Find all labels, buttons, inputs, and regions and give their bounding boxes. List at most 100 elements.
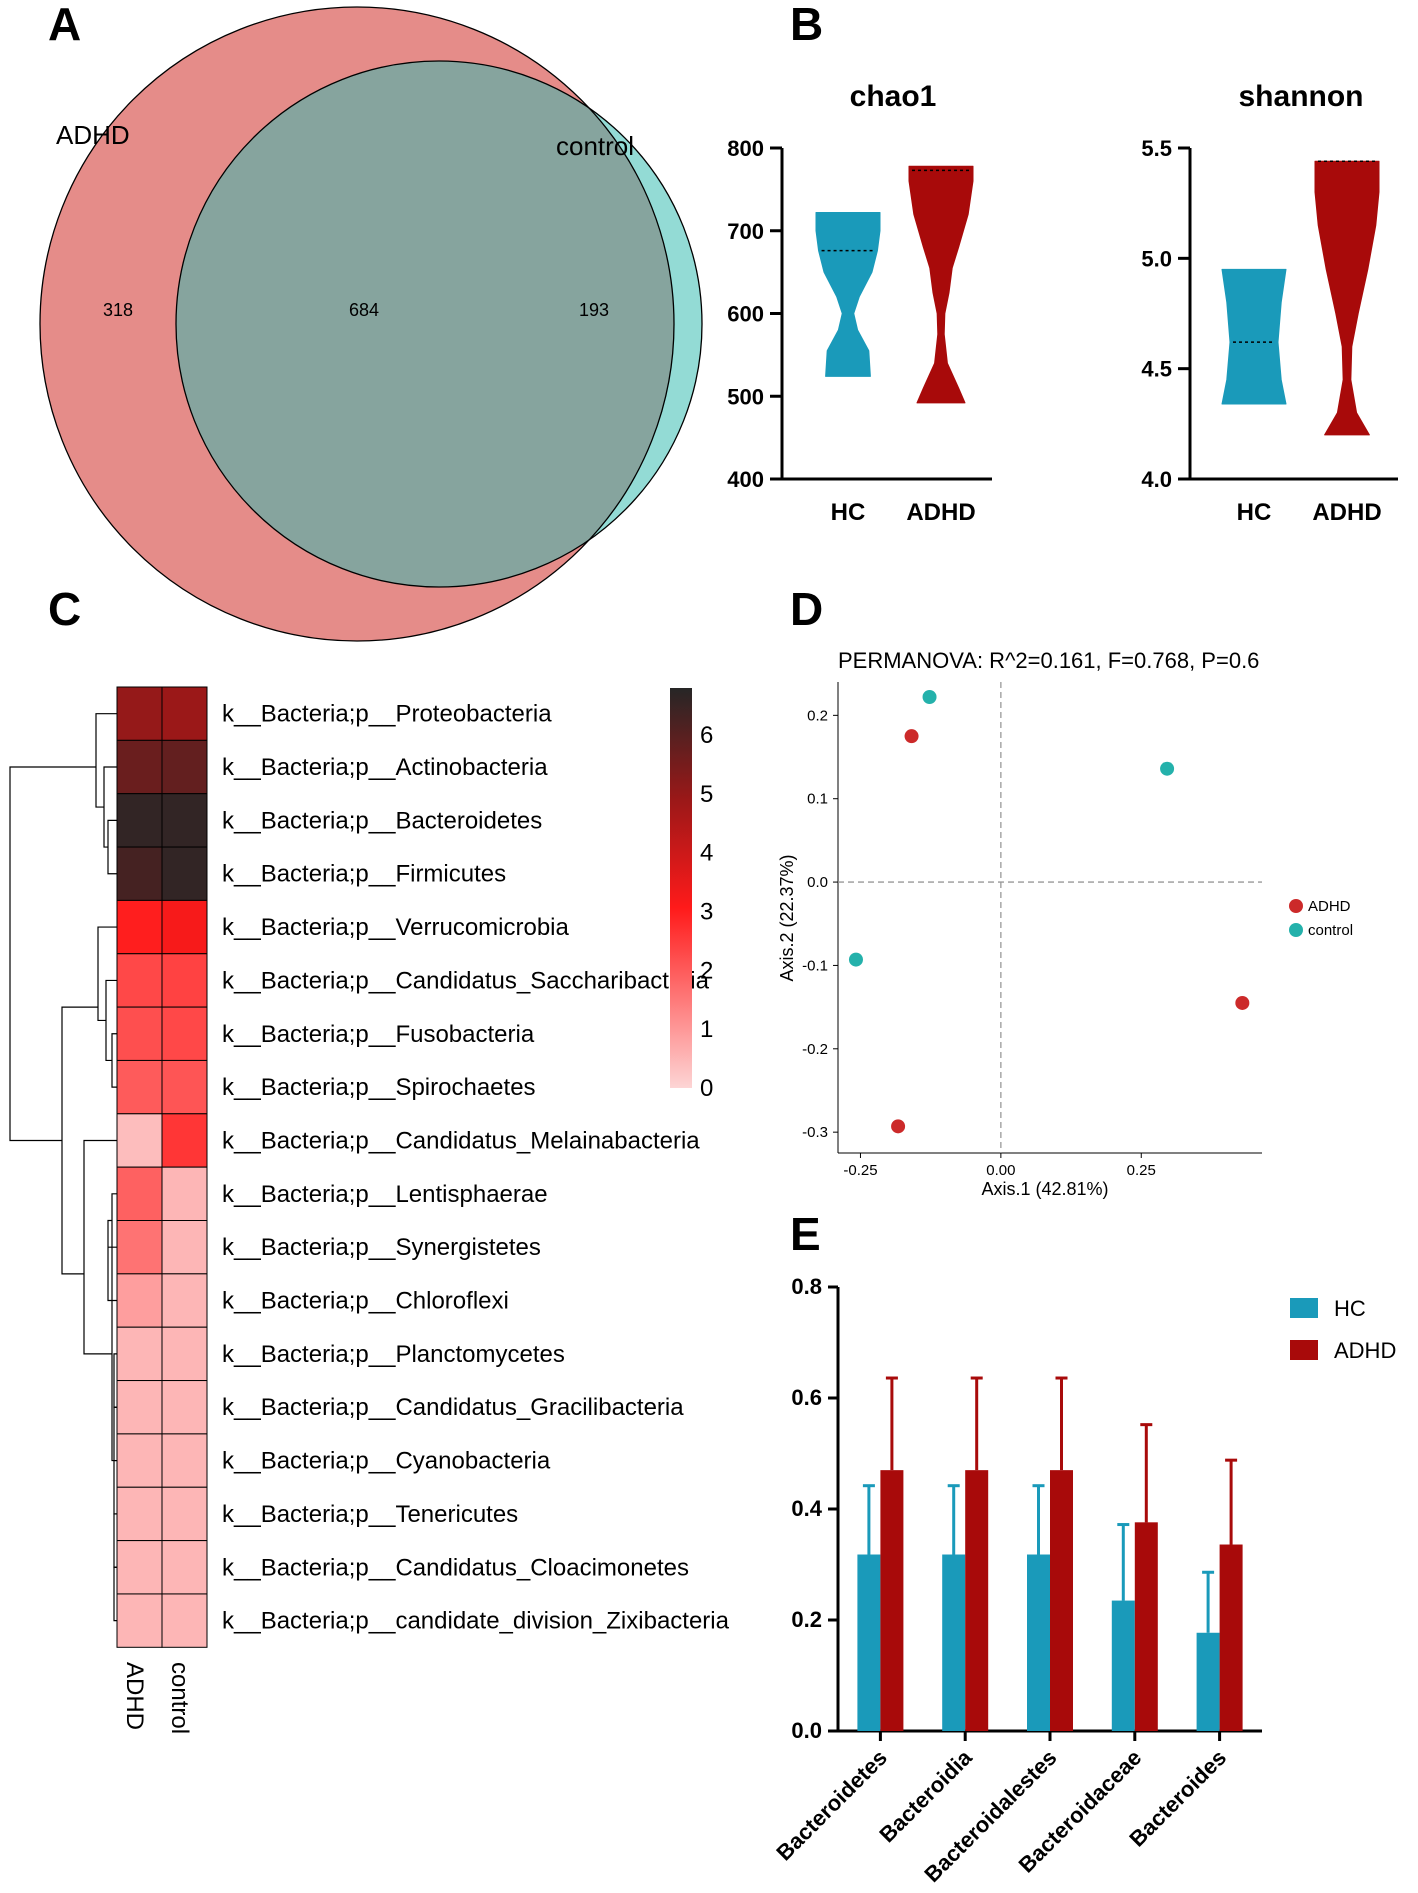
heatmap-row-label: k__Bacteria;p__Proteobacteria bbox=[222, 701, 552, 728]
dendrogram-branch bbox=[107, 819, 117, 875]
heatmap-cell-adhd bbox=[116, 686, 163, 741]
bacteroidetes-bar-chart: 0.00.20.40.60.8 BacteroidetesBacteroidia… bbox=[771, 1274, 1396, 1887]
heatmap-row-label: k__Bacteria;p__candidate_division_Zixiba… bbox=[222, 1608, 730, 1635]
shannon-xtick-adhd: ADHD bbox=[1312, 499, 1381, 526]
chao1-violin-adhd bbox=[908, 165, 974, 404]
bar-adhd-bacteroidalestes bbox=[1050, 1470, 1073, 1731]
heatmap-cell-control bbox=[161, 899, 208, 955]
pcoa-ytick-label: -0.1 bbox=[802, 957, 828, 974]
chao1-title: chao1 bbox=[850, 80, 937, 113]
bar-ytick-label: 0.2 bbox=[791, 1607, 822, 1632]
heatmap-cell-control bbox=[161, 1593, 208, 1648]
heatmap-row-label: k__Bacteria;p__Planctomycetes bbox=[222, 1341, 565, 1368]
shannon-xtick-hc: HC bbox=[1237, 499, 1272, 526]
pcoa-legend: ADHD control bbox=[1289, 898, 1353, 939]
bar-hc-bacteroidaceae bbox=[1111, 1600, 1135, 1731]
heatmap-row-label: k__Bacteria;p__Actinobacteria bbox=[222, 754, 548, 781]
pcoa-ytick-label: -0.3 bbox=[802, 1124, 828, 1141]
chao1-violin-plot: chao1 400 500 600 700 800 HC ADHD bbox=[727, 80, 992, 526]
heatmap-col-control: control bbox=[166, 1662, 193, 1734]
chao1-ytick-label: 700 bbox=[727, 219, 764, 244]
heatmap-row-label: k__Bacteria;p__Bacteroidetes bbox=[222, 807, 542, 834]
dendrogram-branch bbox=[95, 713, 117, 808]
heatmap-cell-adhd bbox=[116, 1273, 163, 1328]
heatmap-cell-adhd bbox=[116, 1593, 163, 1648]
pcoa-xtick-label: 0.25 bbox=[1127, 1162, 1156, 1179]
colorbar-tick-label: 4 bbox=[700, 840, 713, 867]
pcoa-title: PERMANOVA: R^2=0.161, F=0.768, P=0.6 bbox=[838, 648, 1259, 673]
chao1-ytick-label: 600 bbox=[727, 302, 764, 327]
pcoa-ylabel: Axis.2 (22.37%) bbox=[777, 854, 797, 981]
heatmap-cell-adhd bbox=[116, 1326, 163, 1382]
heatmap-cell-control bbox=[161, 1380, 208, 1435]
heatmap-cell-adhd bbox=[116, 1433, 163, 1488]
bar-hc-bacteroidia bbox=[942, 1554, 966, 1731]
heatmap-row-label: k__Bacteria;p__Verrucomicrobia bbox=[222, 914, 570, 941]
heatmap-row-label: k__Bacteria;p__Candidatus_Cloacimonetes bbox=[222, 1554, 689, 1581]
pcoa-point-adhd bbox=[904, 729, 919, 744]
heatmap-cell-control bbox=[161, 1486, 208, 1542]
dendrogram-branch bbox=[83, 1139, 117, 1355]
bar-ytick-label: 0.8 bbox=[791, 1274, 822, 1299]
venn-count-adhd-only: 318 bbox=[103, 300, 133, 320]
shannon-ytick-label: 4.0 bbox=[1141, 467, 1172, 492]
pcoa-scatter-plot: PERMANOVA: R^2=0.161, F=0.768, P=0.6 -0.… bbox=[777, 648, 1353, 1199]
pcoa-point-adhd bbox=[1235, 995, 1250, 1010]
heatmap-cell-control bbox=[161, 1006, 208, 1061]
venn-overlap-region bbox=[176, 61, 674, 587]
row-dendrogram bbox=[9, 713, 117, 1622]
legend-label-control: control bbox=[1308, 922, 1353, 939]
bar-adhd-bacteroidia bbox=[965, 1470, 989, 1731]
chao1-xtick-hc: HC bbox=[831, 499, 866, 526]
legend-label-adhd: ADHD bbox=[1308, 898, 1351, 915]
pcoa-xtick-label: 0.00 bbox=[986, 1162, 1015, 1179]
pcoa-xlabel: Axis.1 (42.81%) bbox=[981, 1179, 1108, 1199]
colorbar-tick-label: 1 bbox=[700, 1016, 713, 1043]
heatmap-row-label: k__Bacteria;p__Candidatus_Melainabacteri… bbox=[222, 1127, 700, 1154]
chao1-violin-hc bbox=[815, 212, 881, 377]
shannon-ytick-label: 4.5 bbox=[1141, 357, 1172, 382]
shannon-ytick-label: 5.5 bbox=[1141, 136, 1172, 161]
legend-label-adhd-bar: ADHD bbox=[1334, 1338, 1396, 1363]
heatmap-cell-control bbox=[161, 1273, 208, 1328]
chao1-ytick-label: 400 bbox=[727, 467, 764, 492]
shannon-violin-hc bbox=[1221, 268, 1287, 405]
heatmap-cell-adhd bbox=[116, 846, 163, 901]
venn-label-control: control bbox=[556, 131, 634, 161]
venn-label-adhd: ADHD bbox=[56, 120, 130, 150]
heatmap-cell-adhd bbox=[116, 1540, 163, 1595]
heatmap-cell-control bbox=[161, 1540, 208, 1595]
panel-label-a: A bbox=[48, 0, 81, 50]
heatmap-cell-adhd bbox=[116, 1166, 163, 1222]
legend-swatch-adhd bbox=[1290, 1340, 1318, 1360]
dendrogram-branch bbox=[111, 1033, 117, 1088]
legend-marker-control bbox=[1289, 923, 1303, 937]
heatmap-row-label: k__Bacteria;p__Chloroflexi bbox=[222, 1288, 509, 1315]
panel-label-c: C bbox=[48, 583, 81, 635]
bar-legend: HC ADHD bbox=[1290, 1296, 1396, 1363]
chao1-ytick-label: 500 bbox=[727, 384, 764, 409]
venn-count-control-only: 193 bbox=[579, 300, 609, 320]
chao1-ytick-label: 800 bbox=[727, 136, 764, 161]
heatmap-cell-control bbox=[161, 1166, 208, 1222]
heatmap-row-label: k__Bacteria;p__Tenericutes bbox=[222, 1501, 518, 1528]
pcoa-point-control bbox=[1160, 761, 1175, 776]
bar-hc-bacteroidetes bbox=[857, 1554, 881, 1731]
phylum-heatmap: k__Bacteria;p__Proteobacteria k__Bacteria… bbox=[9, 686, 730, 1734]
heatmap-cell-adhd bbox=[116, 899, 163, 955]
chao1-xtick-adhd: ADHD bbox=[906, 499, 975, 526]
heatmap-cell-adhd bbox=[116, 1220, 163, 1275]
colorbar-tick-label: 3 bbox=[700, 899, 713, 926]
heatmap-cell-control bbox=[161, 953, 208, 1008]
panel-label-d: D bbox=[790, 583, 823, 635]
heatmap-row-label: k__Bacteria;p__Candidatus_Gracilibacteri… bbox=[222, 1394, 684, 1421]
pcoa-ytick-label: 0.2 bbox=[807, 707, 828, 724]
heatmap-cell-control bbox=[161, 739, 208, 795]
pcoa-point-control bbox=[848, 952, 863, 967]
pcoa-xtick-label: -0.25 bbox=[843, 1162, 877, 1179]
heatmap-cell-control bbox=[161, 1326, 208, 1382]
heatmap-cell-adhd bbox=[116, 1486, 163, 1542]
dendrogram-branch bbox=[97, 926, 117, 1022]
colorbar-tick-label: 6 bbox=[700, 722, 713, 749]
bar-adhd-bacteroidetes bbox=[880, 1470, 904, 1731]
